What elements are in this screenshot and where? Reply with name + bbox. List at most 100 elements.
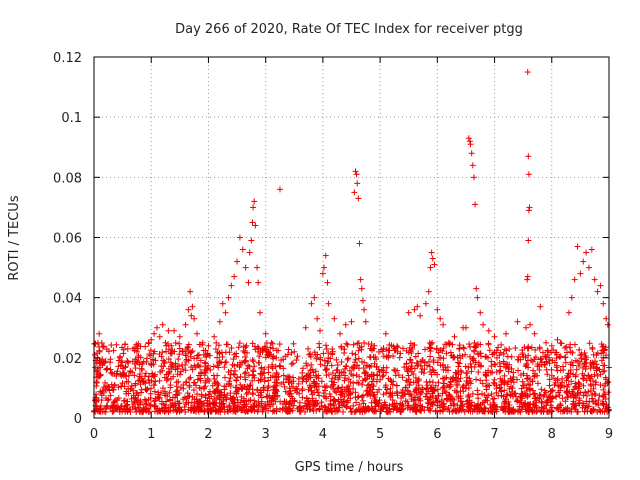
data-point — [484, 397, 491, 404]
data-point — [473, 402, 480, 409]
data-point — [247, 381, 254, 388]
data-point — [551, 359, 558, 366]
data-point — [546, 376, 553, 383]
data-point — [373, 363, 380, 370]
data-point — [340, 369, 347, 376]
data-point — [576, 346, 583, 353]
data-point — [599, 408, 606, 415]
x-tick-label: 2 — [204, 427, 212, 442]
data-point — [127, 368, 134, 375]
data-point — [543, 339, 550, 346]
data-point — [572, 384, 579, 391]
data-point — [529, 408, 536, 415]
data-point — [364, 391, 371, 398]
data-point — [316, 392, 323, 399]
data-point — [560, 407, 567, 414]
data-point — [166, 368, 173, 375]
data-point — [211, 333, 218, 340]
data-point — [385, 354, 392, 361]
data-point — [577, 270, 584, 277]
data-point — [515, 356, 522, 363]
x-tick-label: 3 — [262, 427, 270, 442]
data-point — [142, 380, 149, 387]
data-point — [523, 402, 530, 409]
data-point — [410, 341, 417, 348]
y-axis-label: ROTI / TECUs — [7, 195, 22, 280]
data-point — [496, 352, 503, 359]
data-point — [197, 357, 204, 364]
data-point — [409, 345, 416, 352]
data-point — [379, 373, 386, 380]
data-point — [246, 382, 253, 389]
data-point — [250, 403, 257, 410]
data-point — [344, 397, 351, 404]
data-point — [429, 379, 436, 386]
data-point — [389, 381, 396, 388]
data-point — [172, 391, 179, 398]
data-point — [483, 386, 490, 393]
data-point — [532, 346, 539, 353]
data-point — [322, 387, 329, 394]
data-point — [252, 222, 259, 229]
data-point — [312, 368, 319, 375]
data-point — [138, 389, 145, 396]
data-point — [361, 375, 368, 382]
data-point — [426, 363, 433, 370]
data-point — [191, 315, 198, 322]
data-point — [353, 379, 360, 386]
data-point — [257, 377, 264, 384]
data-point — [512, 390, 519, 397]
data-point — [225, 294, 232, 301]
data-point — [214, 372, 221, 379]
data-point — [235, 344, 242, 351]
data-point — [491, 361, 498, 368]
data-point — [163, 348, 170, 355]
data-point — [371, 372, 378, 379]
data-point — [259, 348, 266, 355]
data-point — [594, 408, 601, 415]
data-point — [223, 383, 230, 390]
data-point — [490, 379, 497, 386]
data-point — [143, 400, 150, 407]
data-point — [116, 354, 123, 361]
data-point — [543, 359, 550, 366]
data-point — [458, 369, 465, 376]
data-point — [242, 358, 249, 365]
data-point — [156, 351, 163, 358]
data-point — [518, 385, 525, 392]
data-point — [455, 393, 462, 400]
data-point — [418, 403, 425, 410]
data-point — [142, 343, 149, 350]
data-point — [200, 400, 207, 407]
data-point — [316, 406, 323, 413]
data-point — [324, 408, 331, 415]
data-point — [581, 372, 588, 379]
data-point — [335, 398, 342, 405]
data-point — [371, 392, 378, 399]
data-point — [602, 376, 609, 383]
data-point — [577, 352, 584, 359]
data-point — [288, 349, 295, 356]
data-point — [559, 395, 566, 402]
data-point — [541, 387, 548, 394]
data-point — [421, 346, 428, 353]
data-point — [241, 407, 248, 414]
data-point — [174, 363, 181, 370]
data-point — [503, 392, 510, 399]
data-point — [356, 373, 363, 380]
data-point — [186, 382, 193, 389]
data-point — [460, 345, 467, 352]
data-point — [514, 376, 521, 383]
data-point — [323, 372, 330, 379]
data-point — [351, 364, 358, 371]
data-point — [236, 340, 243, 347]
data-point — [336, 404, 343, 411]
data-point — [296, 399, 303, 406]
data-point — [176, 340, 183, 347]
data-point — [194, 352, 201, 359]
data-point — [593, 361, 600, 368]
data-point — [380, 372, 387, 379]
data-point — [179, 366, 186, 373]
data-point — [512, 393, 519, 400]
data-point — [210, 363, 217, 370]
